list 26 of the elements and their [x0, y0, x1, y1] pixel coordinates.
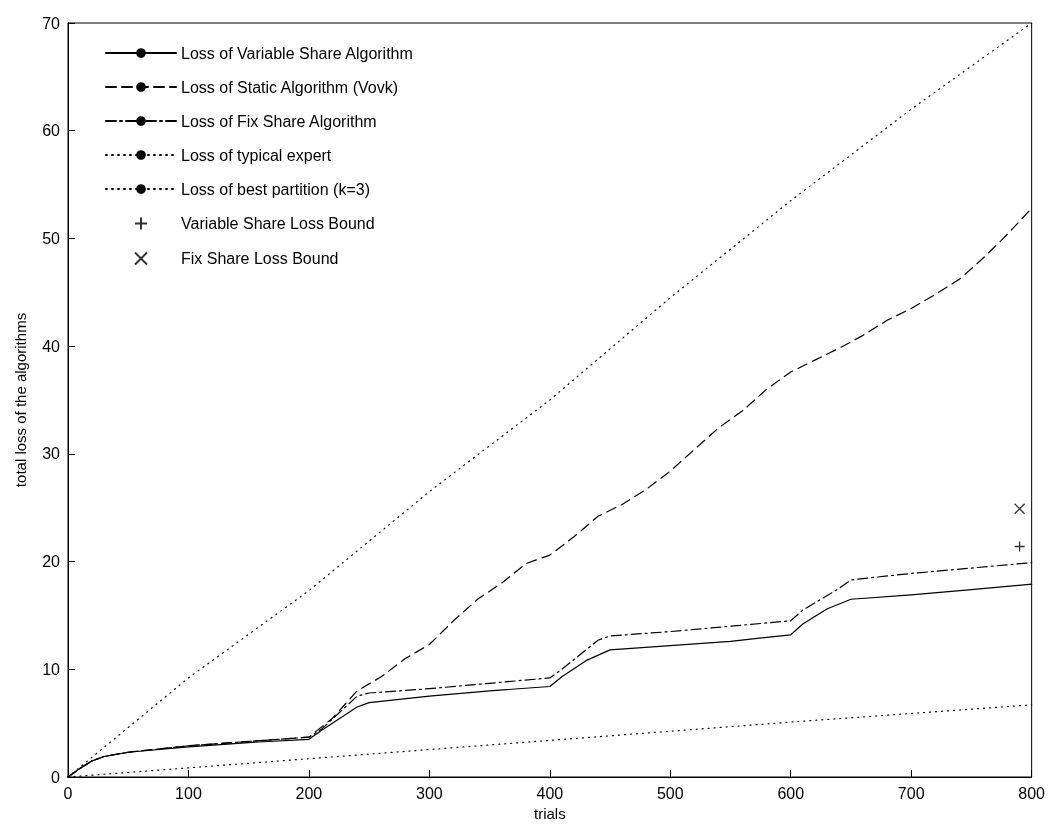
x-tick-label: 800 [1018, 784, 1046, 802]
y-tick-label: 30 [42, 445, 61, 463]
x-tick-label: 600 [777, 784, 805, 802]
legend-label: Loss of Fix Share Algorithm [181, 112, 377, 130]
x-tick-label: 700 [897, 784, 925, 802]
legend-label: Fix Share Loss Bound [181, 250, 339, 267]
x-tick-label: 100 [175, 784, 202, 802]
legend-label: Loss of typical expert [181, 146, 332, 164]
legend-label: Loss of Static Algorithm (Vovk) [181, 78, 398, 96]
x-tick-label: 500 [656, 784, 684, 802]
x-tick-label: 400 [536, 784, 564, 802]
y-tick-label: 50 [42, 229, 61, 247]
y-tick-label: 70 [42, 14, 61, 32]
legend-label: Loss of best partition (k=3) [181, 180, 370, 198]
y-tick-label: 20 [42, 553, 61, 571]
y-axis-title: total loss of the algorithms [12, 312, 29, 488]
y-tick-label: 0 [51, 768, 61, 786]
x-tick-label: 0 [63, 784, 73, 802]
y-tick-label: 40 [42, 337, 61, 355]
x-tick-label: 300 [416, 784, 443, 802]
legend-label: Loss of Variable Share Algorithm [181, 44, 413, 62]
y-tick-label: 10 [42, 660, 61, 678]
x-axis-title: trials [533, 804, 566, 822]
x-tick-label: 200 [295, 784, 323, 802]
legend-label: Variable Share Loss Bound [181, 215, 375, 232]
y-tick-label: 60 [42, 122, 61, 140]
